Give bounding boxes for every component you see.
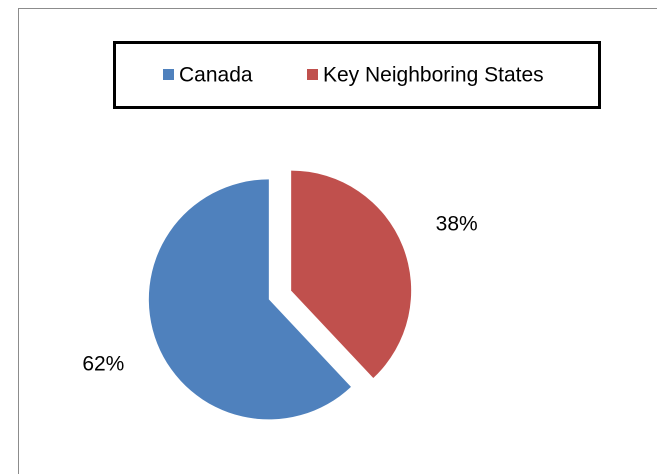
pie-slice [291,170,412,379]
legend-label: Key Neighboring States [323,64,544,87]
data-label: 62% [82,352,124,375]
legend-box [113,41,601,109]
legend-label: Canada [179,64,253,87]
data-label: 38% [436,213,478,236]
legend-marker [307,69,318,80]
legend-marker [163,69,174,80]
pie-slice [148,179,351,420]
